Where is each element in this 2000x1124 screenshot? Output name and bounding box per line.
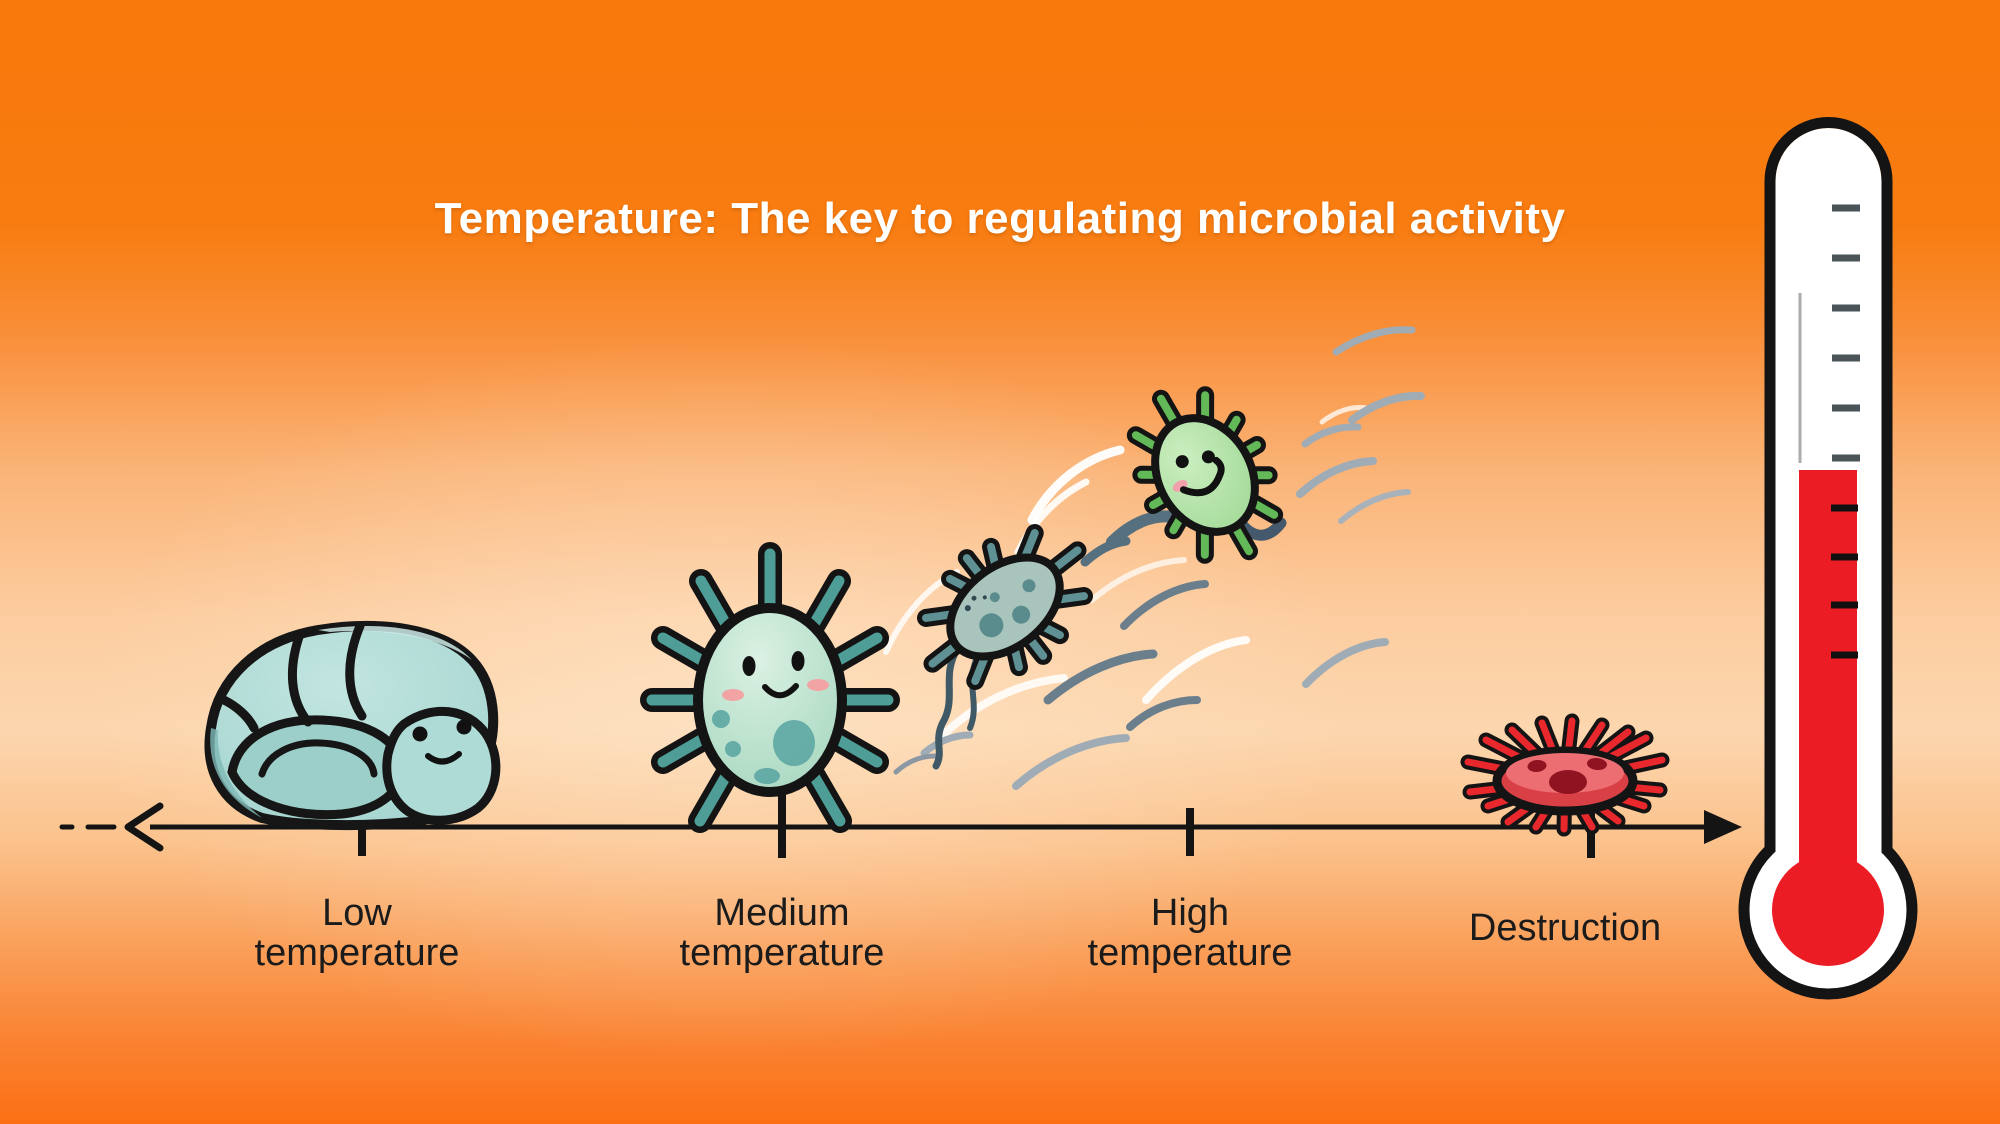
thermometer-mercury (1772, 470, 1884, 966)
dormant-microbe-face (412, 719, 472, 765)
flattened-dead-microbe (1460, 713, 1670, 837)
speeding-green-microbe (1126, 386, 1287, 564)
active-microbe-spots (712, 710, 815, 784)
axis-label-line: temperature (254, 932, 460, 974)
axis-label-high: High temperature (1088, 893, 1293, 973)
axis-label-line: High (1150, 892, 1230, 934)
axis-label-line: Medium (714, 892, 850, 934)
curled-dormant-microbe (204, 620, 501, 831)
axis-label-line: Low (322, 892, 392, 934)
thermometer (1738, 117, 1918, 1000)
thermometer-scale-ticks (1831, 204, 1860, 659)
axis-label-low: Low temperature (255, 893, 460, 973)
dormant-microbe-head (382, 706, 501, 825)
green-microbe-face (1172, 450, 1225, 497)
axis-left-arrow-icon (124, 802, 164, 852)
axis-label-destruction: Destruction (1469, 908, 1661, 948)
axis-label-medium: Medium temperature (680, 893, 885, 973)
axis-right-arrow-icon (1704, 810, 1742, 844)
flagellum (932, 644, 962, 770)
motion-swoosh-lines (883, 326, 1425, 790)
active-microbe-face (722, 651, 829, 701)
page-title: Temperature: The key to regulating micro… (434, 194, 1566, 243)
axis-label-line: temperature (1087, 932, 1293, 974)
happy-active-microbe (640, 542, 900, 833)
axis-label-line: temperature (679, 932, 885, 974)
dead-microbe-face (1527, 757, 1607, 794)
axis-label-line: Destruction (1468, 907, 1662, 949)
speeding-teal-microbe (917, 523, 1093, 770)
